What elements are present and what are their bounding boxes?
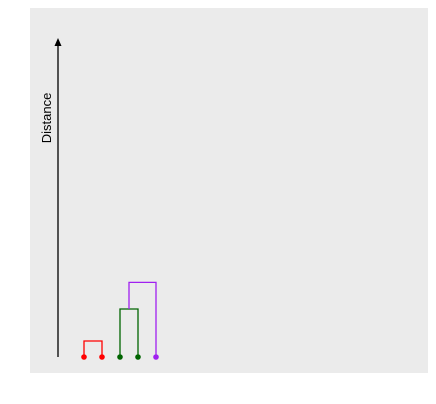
leaf-point-1 [81, 354, 87, 360]
leaf-point-5 [153, 354, 159, 360]
leaf-point-3 [117, 354, 123, 360]
leaf-point-2 [99, 354, 105, 360]
merge-link-3 [128, 281, 157, 357]
dendrogram-marks [81, 281, 159, 360]
merge-link-1 [83, 340, 103, 357]
distance-axis-arrowhead [54, 38, 62, 46]
plot-panel [30, 8, 428, 373]
merge-link-2 [119, 308, 139, 357]
distance-axis-label: Distance [39, 93, 54, 144]
leaf-point-4 [135, 354, 141, 360]
